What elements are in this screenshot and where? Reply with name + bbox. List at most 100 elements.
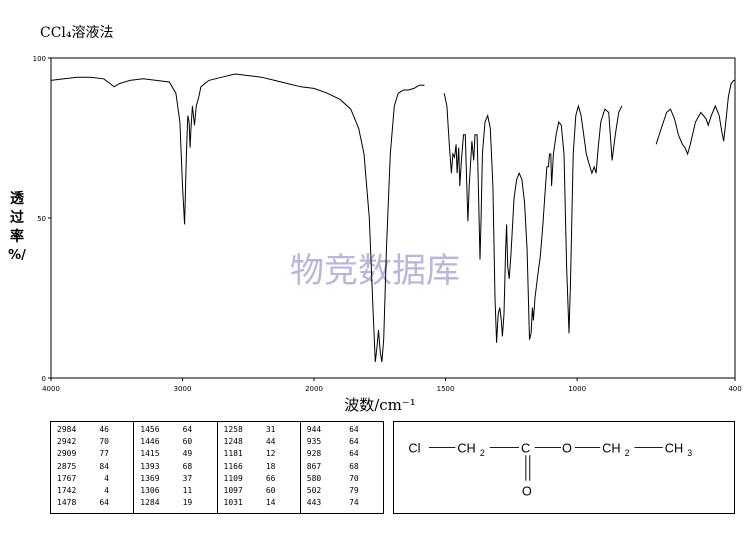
peak-row: 1742 4 xyxy=(57,485,133,497)
peak-wavenumber: 2984 xyxy=(57,425,77,434)
peak-row: 502 79 xyxy=(307,485,383,497)
peak-row: 1258 31 xyxy=(224,424,300,436)
x-axis-label: 波数/cm⁻¹ xyxy=(344,396,416,414)
peak-transmittance: 64 xyxy=(349,437,359,447)
atom-ch2: CH xyxy=(602,440,620,455)
peak-transmittance: 31 xyxy=(265,425,276,434)
peak-transmittance: 4 xyxy=(104,473,109,483)
spectrum-line xyxy=(655,79,735,156)
peak-row: 443 74 xyxy=(307,497,383,509)
peak-transmittance: 79 xyxy=(349,486,359,496)
peak-wavenumber: 2909 xyxy=(57,449,77,459)
peak-transmittance: 60 xyxy=(182,437,193,447)
atom-ch3: CH xyxy=(665,440,683,455)
peak-wavenumber: 1181 xyxy=(223,449,243,459)
peak-row: 2909 77 xyxy=(57,448,133,460)
peak-wavenumber: 1369 xyxy=(140,473,160,483)
peak-wavenumber: 1284 xyxy=(140,498,160,508)
peak-wavenumber: 1097 xyxy=(223,486,243,496)
peak-row: 1248 44 xyxy=(224,436,300,448)
peak-transmittance: 77 xyxy=(99,449,109,459)
peak-wavenumber: 1742 xyxy=(57,486,77,496)
spectrum-line xyxy=(50,73,425,363)
y-axis-label-char: 过 xyxy=(10,209,24,226)
peak-transmittance: 74 xyxy=(349,498,359,508)
peak-row: 1031 14 xyxy=(224,497,300,509)
peak-row: 2984 46 xyxy=(57,424,133,436)
peak-row: 2942 70 xyxy=(57,436,133,448)
peak-row: 944 64 xyxy=(307,424,383,436)
peak-wavenumber: 1478 xyxy=(57,498,77,508)
peak-row: 1097 60 xyxy=(224,485,300,497)
y-axis-label: 透 过 率 %/ xyxy=(8,191,26,263)
x-tick-label: 400 xyxy=(728,385,741,393)
spectrum-title: CCl₄溶液法 xyxy=(40,25,114,41)
peak-wavenumber: 944 xyxy=(306,425,322,434)
peak-transmittance: 11 xyxy=(182,486,193,496)
peak-row: 1369 37 xyxy=(140,473,216,485)
peak-row: 1415 49 xyxy=(140,448,216,460)
peak-transmittance: 64 xyxy=(349,449,359,459)
peak-transmittance: 4 xyxy=(104,486,109,496)
peak-transmittance: 70 xyxy=(349,473,359,483)
peak-transmittance: 60 xyxy=(265,486,276,496)
peak-row: 1393 68 xyxy=(140,461,216,473)
peak-wavenumber: 1166 xyxy=(223,461,243,471)
peak-wavenumber: 1415 xyxy=(140,449,160,459)
peak-row: 928 64 xyxy=(307,448,383,460)
peak-transmittance: 84 xyxy=(99,461,109,471)
peak-wavenumber: 935 xyxy=(306,437,322,447)
atom-ch2: CH xyxy=(457,440,475,455)
peak-row: 2875 84 xyxy=(57,461,133,473)
peak-table-column: 1456 64 1446 60 1415 49 1393 68 1369 37 1306 11 1284… xyxy=(134,422,218,513)
peak-transmittance: 68 xyxy=(182,461,193,471)
subscript-2: 2 xyxy=(480,448,485,458)
peak-wavenumber: 1258 xyxy=(223,425,243,434)
peak-transmittance: 66 xyxy=(265,473,276,483)
x-tick-label: 1000 xyxy=(568,385,586,393)
spectrum-line xyxy=(443,93,623,343)
peak-wavenumber: 502 xyxy=(306,486,322,496)
peak-wavenumber: 443 xyxy=(306,498,322,508)
peak-row: 1478 64 xyxy=(57,497,133,509)
peak-table: 2984 46 2942 70 2909 77 2875 84 1767 4 1742 4 1478 64… xyxy=(50,421,384,514)
atom-carbonyl-o: O xyxy=(522,483,532,498)
x-tick-label: 1500 xyxy=(437,385,455,393)
subscript-2: 2 xyxy=(625,448,630,458)
peak-transmittance: 14 xyxy=(265,498,276,508)
peak-transmittance: 46 xyxy=(99,425,109,434)
peak-transmittance: 64 xyxy=(349,425,359,434)
peak-wavenumber: 1109 xyxy=(223,473,243,483)
peak-transmittance: 19 xyxy=(182,498,193,508)
peak-transmittance: 68 xyxy=(349,461,359,471)
peak-row: 867 68 xyxy=(307,461,383,473)
peak-wavenumber: 1767 xyxy=(57,473,77,483)
atom-c: C xyxy=(521,440,530,455)
peak-wavenumber: 580 xyxy=(306,473,322,483)
subscript-3: 3 xyxy=(687,448,692,458)
peak-wavenumber: 1248 xyxy=(223,437,243,447)
peak-wavenumber: 867 xyxy=(306,461,322,471)
x-tick-label: 3000 xyxy=(174,385,192,393)
y-tick-label: 100 xyxy=(33,55,46,63)
peak-wavenumber: 2942 xyxy=(57,437,77,447)
peak-row: 1166 18 xyxy=(224,461,300,473)
y-axis-label-char: 率 xyxy=(10,228,24,245)
peak-wavenumber: 1031 xyxy=(223,498,243,508)
peak-row: 580 70 xyxy=(307,473,383,485)
peak-transmittance: 44 xyxy=(265,437,276,447)
peak-wavenumber: 1393 xyxy=(140,461,160,471)
atom-o: O xyxy=(562,440,572,455)
y-axis-label-char: %/ xyxy=(8,248,26,263)
peak-transmittance: 64 xyxy=(99,498,109,508)
peak-table-column: 2984 46 2942 70 2909 77 2875 84 1767 4 1742 4 1478 64 xyxy=(51,422,135,513)
peak-row: 1306 11 xyxy=(140,485,216,497)
peak-row: 935 64 xyxy=(307,436,383,448)
peak-wavenumber: 1456 xyxy=(140,425,160,434)
peak-transmittance: 37 xyxy=(182,473,193,483)
peak-wavenumber: 2875 xyxy=(57,461,77,471)
peak-transmittance: 18 xyxy=(265,461,276,471)
peak-row: 1181 12 xyxy=(224,448,300,460)
atom-cl: Cl xyxy=(408,440,420,455)
peak-row: 1284 19 xyxy=(140,497,216,509)
